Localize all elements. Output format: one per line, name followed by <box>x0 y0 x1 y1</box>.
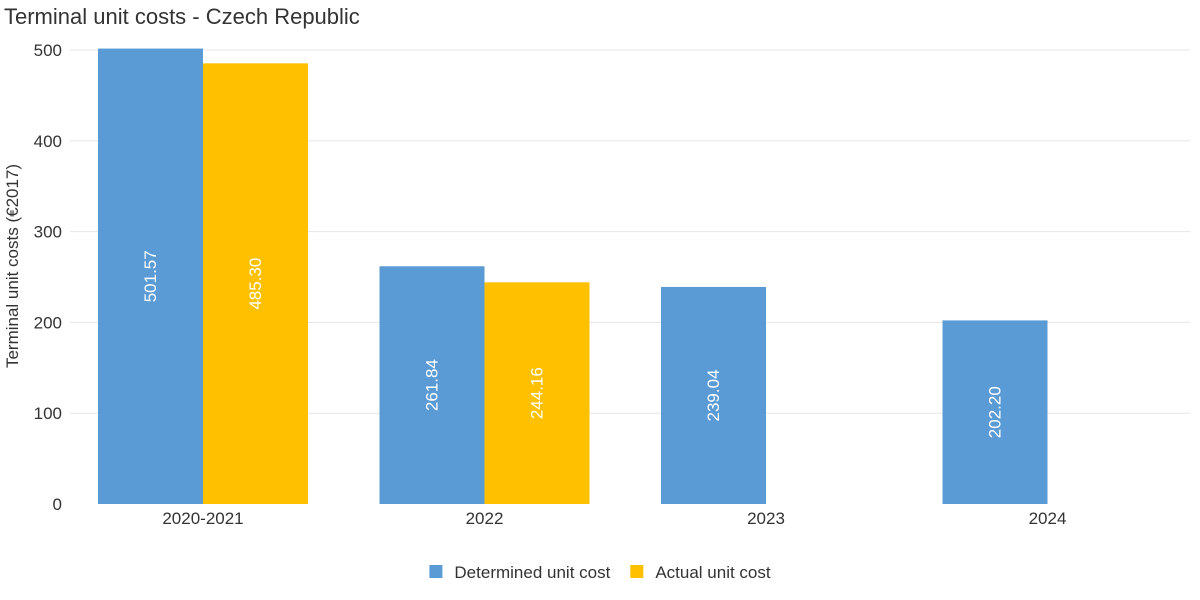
bar <box>661 286 766 504</box>
data-label: 239.04 <box>704 369 723 421</box>
x-tick-label: 2022 <box>466 509 504 528</box>
y-tick-label: 200 <box>34 313 62 332</box>
legend-item[interactable]: Determined unit cost <box>429 563 611 582</box>
legend-swatch <box>429 565 443 578</box>
y-tick-label: 400 <box>34 132 62 151</box>
y-tick-label: 500 <box>34 41 62 60</box>
legend-label: Determined unit cost <box>454 563 610 582</box>
legend-swatch <box>630 565 644 578</box>
legend-label: Actual unit cost <box>655 563 771 582</box>
x-axis-ticks: 2020-2021 2022 2023 2024 <box>162 509 1066 528</box>
data-label: 501.57 <box>141 250 160 302</box>
bar <box>942 320 1048 504</box>
bar <box>379 266 485 504</box>
y-axis-ticks: 0 100 200 300 400 500 <box>34 41 62 514</box>
data-label: 485.30 <box>246 258 265 310</box>
data-labels: 501.57 485.30 261.84 244.16 239.04 202.20 <box>141 250 1005 438</box>
x-tick-label: 2024 <box>1029 509 1067 528</box>
data-label: 244.16 <box>528 367 547 419</box>
chart-title: Terminal unit costs - Czech Republic <box>4 4 360 29</box>
legend: Determined unit cost Actual unit cost <box>429 563 771 582</box>
y-tick-label: 300 <box>34 223 62 242</box>
y-tick-label: 0 <box>53 495 62 514</box>
y-axis-title: Terminal unit costs (€2017) <box>3 164 22 368</box>
bar <box>484 282 590 504</box>
bar <box>98 48 203 505</box>
y-tick-label: 100 <box>34 404 62 423</box>
x-tick-label: 2020-2021 <box>162 509 243 528</box>
legend-item[interactable]: Actual unit cost <box>630 563 771 582</box>
bar <box>203 63 308 505</box>
x-tick-label: 2023 <box>747 509 785 528</box>
data-label: 202.20 <box>986 386 1005 438</box>
data-label: 261.84 <box>423 359 442 411</box>
bars <box>98 48 1048 505</box>
